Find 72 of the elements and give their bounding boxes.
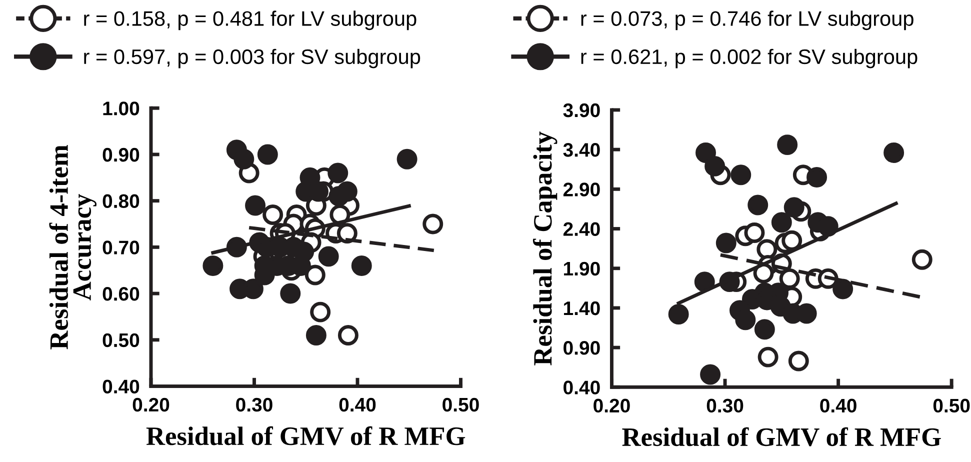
point — [245, 195, 266, 216]
y-tick-label: 0.60 — [102, 286, 140, 301]
y-tick-label: 1.40 — [564, 301, 600, 316]
point — [730, 164, 752, 186]
y-tick-label: 0.50 — [102, 333, 140, 348]
point — [758, 346, 778, 368]
point — [328, 162, 348, 184]
point — [700, 364, 721, 385]
y-tick-label: 1.00 — [103, 102, 140, 116]
x-tick-label: 0.50 — [933, 398, 970, 413]
y-tick-label: 0.40 — [102, 380, 140, 394]
point — [304, 264, 326, 286]
point — [912, 249, 932, 270]
legend-label: r = 0.158, p = 0.481 for LV subgroup — [84, 10, 416, 30]
y-tick-label: 0.80 — [102, 194, 140, 208]
point — [716, 232, 736, 254]
point — [668, 304, 689, 325]
x-tick-label: 0.40 — [820, 398, 856, 413]
y-tick-label: 0.70 — [102, 240, 140, 254]
point — [396, 148, 418, 170]
x-tick-label: 0.20 — [594, 398, 630, 413]
point — [694, 272, 715, 292]
x-tick-label: 0.30 — [706, 398, 744, 413]
y-axis-title: Residual of Capacity — [532, 132, 558, 366]
point — [704, 156, 726, 176]
x-tick-label: 0.20 — [132, 398, 170, 412]
x-axis-title: Residual of GMV of R MFG — [622, 427, 941, 446]
legend-label: r = 0.073, p = 0.746 for LV subgroup — [581, 10, 914, 30]
point — [351, 255, 372, 276]
point — [756, 239, 778, 260]
point — [784, 197, 804, 218]
x-tick-label: 0.30 — [236, 398, 272, 412]
point — [779, 268, 800, 289]
point — [234, 148, 254, 170]
point — [806, 167, 828, 188]
point — [338, 325, 358, 346]
point — [310, 302, 331, 322]
y-tick-label: 2.40 — [563, 222, 600, 236]
point — [735, 310, 756, 330]
x-axis-title: Residual of GMV of R MFG — [146, 426, 466, 446]
point — [318, 246, 339, 267]
y-tick-label: 1.90 — [564, 262, 600, 276]
point — [748, 194, 768, 216]
point — [782, 230, 802, 251]
point — [832, 278, 854, 300]
y-tick-label: 2.90 — [563, 182, 600, 196]
point — [754, 319, 775, 340]
x-tick-label: 0.40 — [339, 398, 376, 412]
point — [262, 204, 284, 225]
point — [257, 144, 278, 165]
point — [788, 350, 809, 372]
point — [294, 242, 314, 262]
point — [884, 142, 904, 163]
point — [422, 214, 444, 234]
point — [336, 223, 358, 244]
legend-label: r = 0.621, p = 0.002 for SV subgroup — [581, 48, 918, 68]
x-tick-label: 0.50 — [442, 398, 479, 412]
y-tick-label: 3.90 — [563, 103, 600, 118]
y-tick-label: 0.40 — [564, 380, 600, 394]
point — [328, 186, 350, 206]
y-tick-label: 0.90 — [102, 148, 140, 162]
y-tick-label: 0.90 — [564, 341, 600, 355]
point — [744, 222, 765, 243]
point — [777, 134, 798, 156]
point — [696, 142, 716, 163]
point — [280, 283, 301, 304]
point — [306, 325, 326, 346]
y-tick-label: 3.40 — [563, 143, 600, 157]
point — [202, 255, 224, 276]
point — [771, 212, 792, 233]
y-axis-title: Residual of 4-item Accuracy — [49, 145, 96, 350]
legend-label: r = 0.597, p = 0.003 for SV subgroup — [84, 48, 420, 68]
